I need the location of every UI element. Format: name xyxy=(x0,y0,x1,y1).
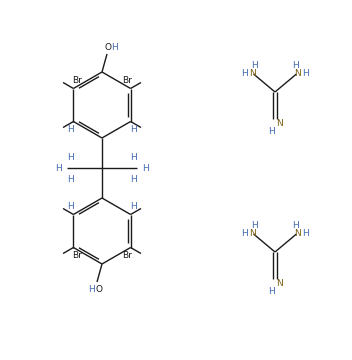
Text: Br: Br xyxy=(72,76,82,85)
Text: H: H xyxy=(131,125,137,134)
Text: N: N xyxy=(277,279,283,288)
Text: H: H xyxy=(67,175,73,184)
Text: H: H xyxy=(67,153,73,162)
Text: H: H xyxy=(292,221,299,230)
Text: Br: Br xyxy=(72,251,82,260)
Text: H: H xyxy=(269,127,275,136)
Text: H: H xyxy=(251,221,258,230)
Text: H: H xyxy=(269,287,275,296)
Text: H: H xyxy=(131,202,137,211)
Text: H: H xyxy=(111,42,117,51)
Text: H: H xyxy=(131,175,137,184)
Text: H: H xyxy=(131,153,137,162)
Text: H: H xyxy=(88,284,94,293)
Text: H: H xyxy=(292,60,299,69)
Text: Br: Br xyxy=(122,76,132,85)
Text: H: H xyxy=(302,68,309,77)
Text: H: H xyxy=(67,125,74,134)
Text: O: O xyxy=(95,284,102,293)
Text: Br: Br xyxy=(122,251,132,260)
Text: N: N xyxy=(294,68,301,77)
Text: H: H xyxy=(251,60,258,69)
Text: H: H xyxy=(55,163,61,172)
Text: O: O xyxy=(105,42,112,51)
Text: H: H xyxy=(241,229,248,238)
Text: N: N xyxy=(277,119,283,128)
Text: H: H xyxy=(143,163,149,172)
Text: H: H xyxy=(241,68,248,77)
Text: N: N xyxy=(249,229,256,238)
Text: H: H xyxy=(302,229,309,238)
Text: N: N xyxy=(249,68,256,77)
Text: H: H xyxy=(67,202,74,211)
Text: N: N xyxy=(294,229,301,238)
